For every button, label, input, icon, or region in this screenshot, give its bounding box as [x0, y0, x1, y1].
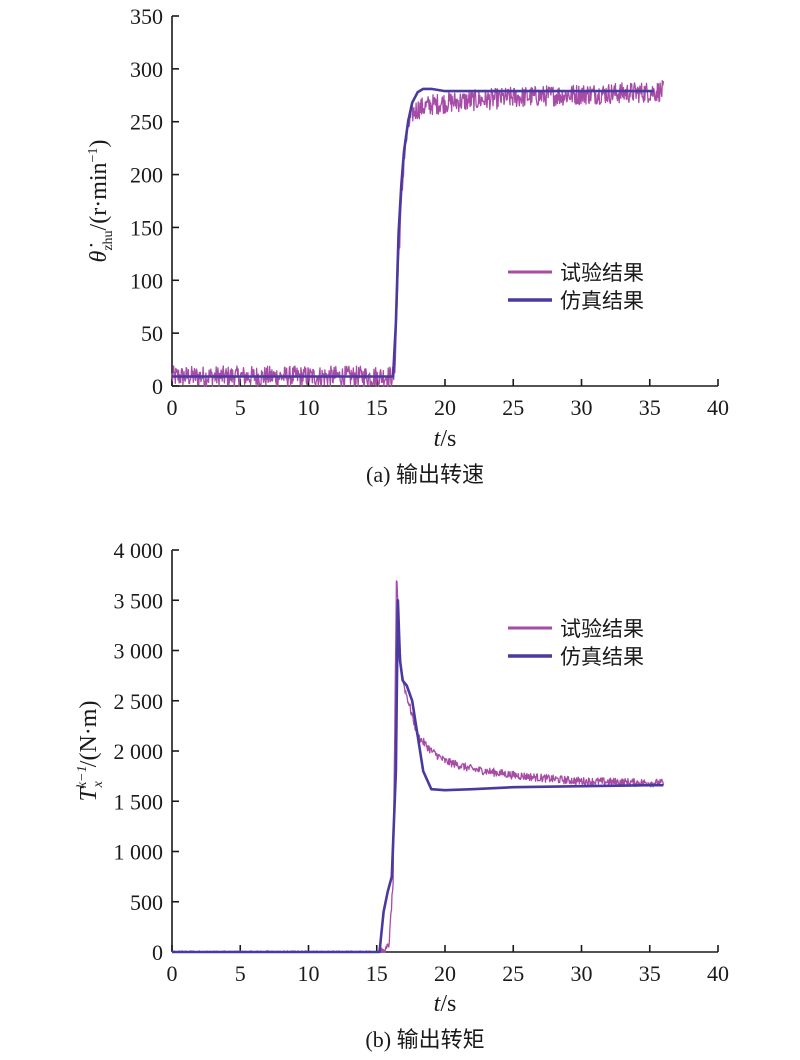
y-tick-label: 150	[130, 215, 163, 240]
y-axis-label: θ̇zhu/(r·min−1)	[86, 140, 116, 263]
x-tick-label: 10	[298, 395, 320, 420]
chart-panel-b: 0 5 10 15 20 25 30 35 40 0 500 1 000 1 500 2 000 2 500…	[75, 538, 729, 1052]
x-tick-label: 25	[502, 961, 524, 986]
x-tick-label: 25	[502, 395, 524, 420]
x-tick-label: 15	[366, 961, 388, 986]
x-tick-label: 5	[235, 961, 246, 986]
y-tick-label: 200	[130, 163, 163, 188]
x-axis-label: t/s	[434, 426, 457, 452]
x-tick-label: 35	[639, 395, 661, 420]
x-tick-label: 20	[434, 961, 456, 986]
x-tick-label: 0	[167, 395, 178, 420]
legend-label-test: 试验结果	[560, 617, 644, 641]
y-tick-label: 3 000	[114, 639, 164, 664]
y-tick-label: 500	[130, 890, 163, 915]
y-tick-label: 300	[130, 57, 163, 82]
y-tick-label: 350	[130, 4, 163, 29]
x-tick-label: 0	[167, 961, 178, 986]
series-line-sim	[172, 598, 664, 954]
x-tick-label: 35	[639, 961, 661, 986]
y-tick-label: 100	[130, 268, 163, 293]
y-tick-label: 3 500	[114, 588, 164, 613]
x-tick-label: 40	[707, 961, 729, 986]
y-tick-label: 1 000	[114, 840, 164, 865]
legend-label-sim: 仿真结果	[560, 289, 644, 313]
x-tick-label: 40	[707, 395, 729, 420]
series-line-sim	[172, 87, 654, 378]
x-tick-label: 30	[571, 961, 593, 986]
chart-panel-a: 0 5 10 15 20 25 30 35 40 0 50 100 150 200 250 300 350 试验结…	[86, 4, 729, 487]
x-tick-label: 30	[571, 395, 593, 420]
y-tick-label: 0	[152, 374, 163, 399]
x-tick-label: 15	[366, 395, 388, 420]
legend-label-test: 试验结果	[560, 261, 644, 285]
x-axis-label: t/s	[434, 991, 457, 1017]
y-axis-label: Tk−1x/(N·m)	[75, 701, 106, 802]
y-tick-label: 1 500	[114, 789, 164, 814]
x-tick-label: 20	[434, 395, 456, 420]
chart-caption: (b) 输出转矩	[365, 1027, 484, 1052]
y-tick-label: 0	[152, 940, 163, 965]
x-tick-label: 5	[235, 395, 246, 420]
y-tick-label: 2 500	[114, 689, 164, 714]
y-tick-label: 4 000	[114, 538, 164, 563]
series-line-test	[171, 80, 665, 387]
legend-label-sim: 仿真结果	[560, 645, 644, 669]
chart-caption: (a) 输出转速	[366, 462, 484, 487]
y-tick-label: 250	[130, 110, 163, 135]
y-tick-label: 2 000	[114, 739, 164, 764]
y-tick-label: 50	[141, 321, 163, 346]
x-tick-label: 10	[298, 961, 320, 986]
